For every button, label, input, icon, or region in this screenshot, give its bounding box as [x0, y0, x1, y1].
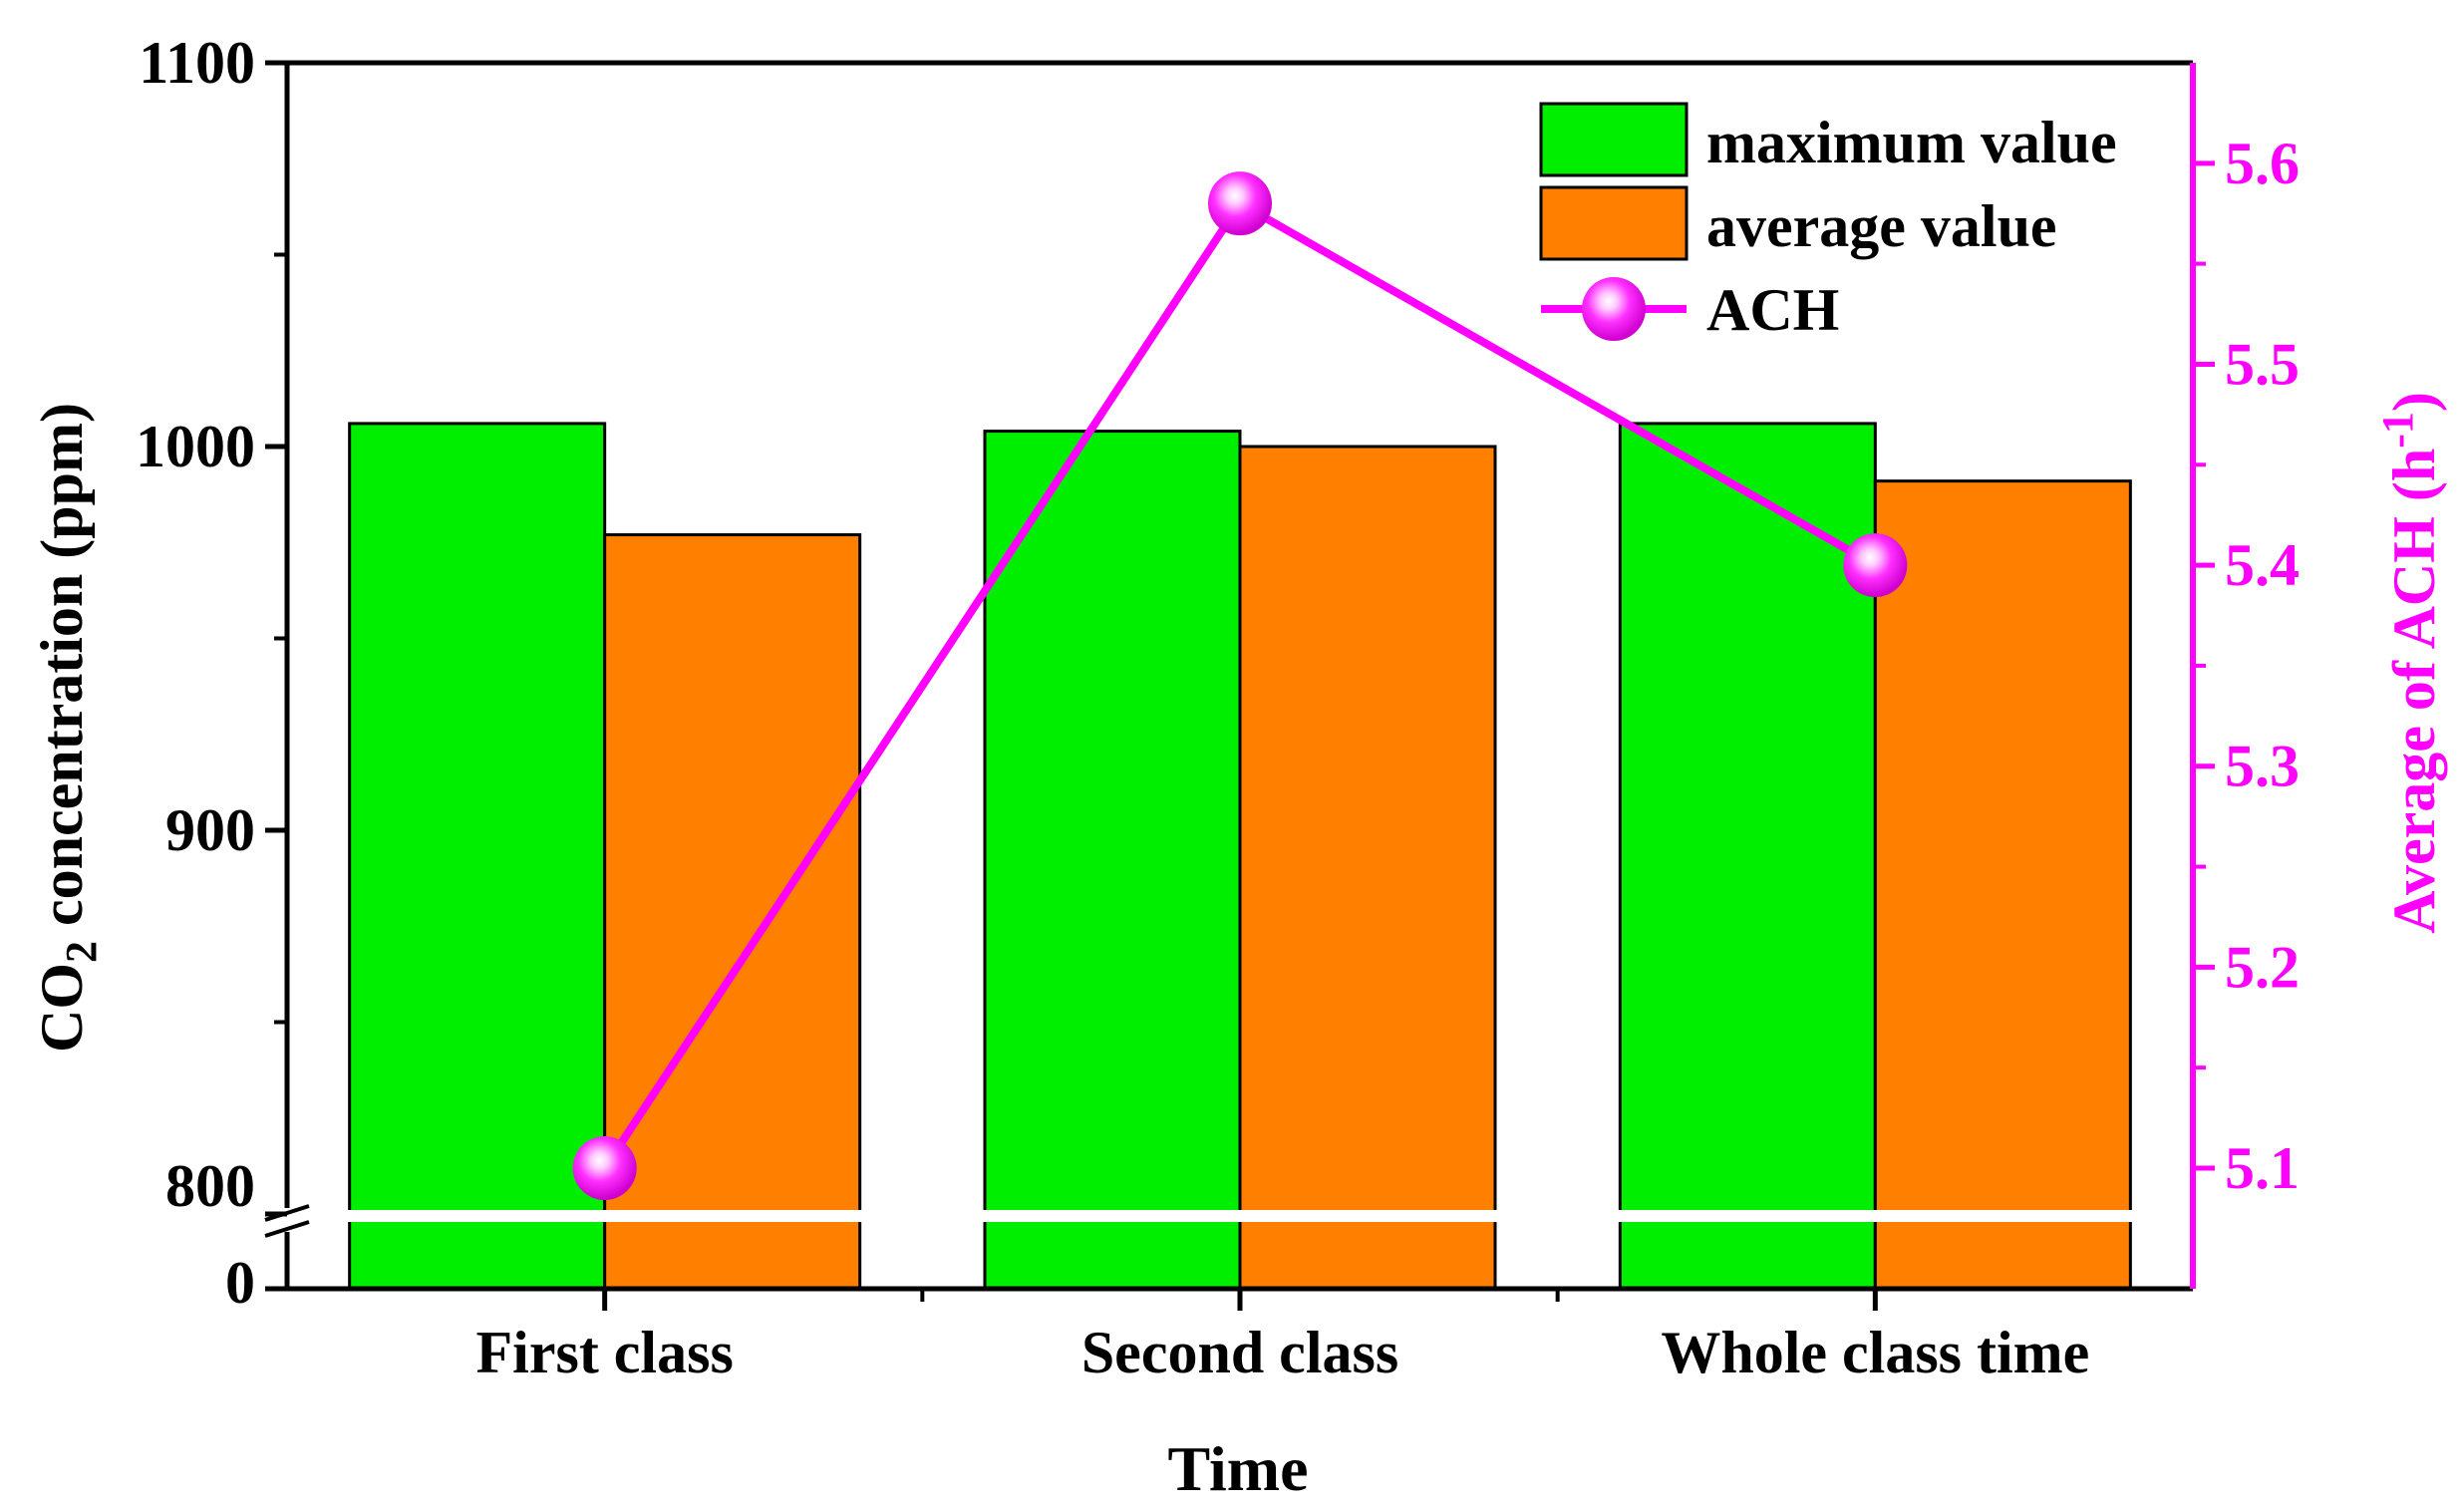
ach-line-series — [572, 171, 1908, 1201]
bar-average-value-3 — [1873, 479, 2132, 1291]
legend-swatch-maximum-value — [1539, 102, 1689, 177]
bar-average-value-2 — [1238, 445, 1497, 1291]
y-left-tick-label-1100: 1100 — [139, 30, 255, 96]
x-axis-label: Time — [1167, 1433, 1308, 1504]
legend-swatch-average-value — [1539, 185, 1689, 261]
axes: 1100 1000 900 800 0 5.6 5.5 5.4 5.3 5.2 5.1 First c… — [136, 30, 2300, 1385]
ach-point-2 — [1208, 171, 1272, 236]
ach-point-1 — [572, 1136, 637, 1201]
ach-point-3 — [1843, 533, 1908, 598]
x-tick-label-2: Second class — [1081, 1320, 1398, 1385]
bar-average-value-1 — [603, 533, 862, 1291]
x-tick-label-3: Whole class time — [1661, 1320, 2089, 1385]
y-right-tick-label-5.2: 5.2 — [2225, 934, 2300, 1000]
y-left-tick-label-800: 800 — [165, 1153, 255, 1219]
y-right-label-part-2: ) — [2381, 392, 2447, 412]
bar-maximum-value-1 — [348, 422, 607, 1291]
legend-label-average-value: average value — [1706, 193, 2057, 259]
y-axis-right-label: Average of ACH (h-1) — [2373, 392, 2447, 934]
y-left-label-part-1: CO — [29, 963, 95, 1053]
y-left-label-part-2: concentration (ppm) — [29, 403, 95, 941]
break-slash-2 — [264, 1220, 310, 1238]
legend: maximum value average value ACH — [1539, 102, 2117, 343]
x-tick-label-1: First class — [476, 1320, 734, 1385]
bar-maximum-value-2 — [983, 430, 1242, 1291]
y-right-tick-label-5.1: 5.1 — [2225, 1135, 2300, 1201]
y-right-label-part-1: Average of ACH (h — [2381, 449, 2447, 934]
bar-group — [348, 422, 2132, 1291]
y-right-tick-label-5.4: 5.4 — [2225, 532, 2300, 598]
y-right-tick-label-5.6: 5.6 — [2225, 131, 2300, 196]
y-right-label-superscript: -1 — [2373, 412, 2422, 449]
y-left-tick-label-0: 0 — [225, 1250, 255, 1316]
axis-break — [264, 1204, 2191, 1238]
y-axis-left-label: CO2 concentration (ppm) — [29, 403, 106, 1053]
y-right-tick-label-5.3: 5.3 — [2225, 734, 2300, 799]
y-right-tick-label-5.5: 5.5 — [2225, 331, 2300, 397]
y-left-tick-label-900: 900 — [165, 797, 255, 863]
legend-label-ach: ACH — [1706, 277, 1839, 343]
y-left-label-subscript: 2 — [57, 941, 106, 963]
y-left-tick-label-1000: 1000 — [136, 414, 255, 479]
legend-marker-ach — [1582, 277, 1646, 341]
break-band — [289, 1210, 2191, 1222]
legend-label-maximum-value: maximum value — [1706, 110, 2117, 175]
bar-maximum-value-3 — [1618, 422, 1877, 1291]
